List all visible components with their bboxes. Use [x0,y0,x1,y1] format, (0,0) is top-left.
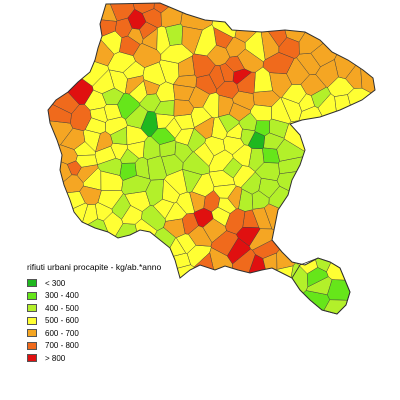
municipality-area [305,276,333,295]
municipality-area [75,154,98,168]
municipality-area [181,212,199,235]
municipality-area [48,8,117,38]
municipality-area [89,107,108,123]
municipality-area [247,131,266,149]
municipality-area [193,24,217,57]
legend-swatch [27,329,37,338]
municipality-area [306,141,375,273]
municipality-area [245,265,294,314]
municipality-area [228,254,269,314]
municipality-area [48,3,118,22]
legend-label: 400 - 500 [45,303,79,313]
municipality-area [202,92,220,119]
municipality-area [298,3,369,55]
municipality-area [298,93,315,112]
municipality-area [211,206,231,227]
municipality-area [48,38,110,87]
legend-item: < 300 [27,277,161,290]
legend-item: 400 - 500 [27,302,161,315]
legend-classes: < 300 300 - 400 400 - 500 500 - 600 600 - 70… [27,277,161,365]
legend-label: 300 - 400 [45,291,79,301]
municipality-area [48,22,80,115]
legend-label: > 800 [45,353,66,363]
municipality-area [268,185,375,258]
municipality-area [334,94,375,202]
municipality-area [189,191,206,213]
municipality-area [95,131,113,153]
municipality-area [273,299,375,314]
municipality-area [298,105,341,151]
municipality-area [254,162,280,181]
municipality-area [101,87,125,105]
municipality-area [222,157,243,179]
municipality-area [315,59,339,88]
municipality-area [48,78,72,124]
legend-swatch [27,316,37,325]
legend-item: 500 - 600 [27,315,161,328]
municipality-area [160,3,185,28]
municipality-area [174,141,193,164]
legend-label: 600 - 700 [45,328,79,338]
municipality-area [142,61,167,86]
legend-item: 700 - 800 [27,340,161,353]
municipality-area [347,87,375,249]
municipality-area [121,205,143,225]
municipality-area [232,144,253,167]
municipality-area [108,3,135,22]
municipality-area [162,178,181,204]
municipality-area [218,113,240,133]
legend-title: rifiuti urbani procapite - kg/ab.*anno [27,262,162,272]
municipality-area [114,17,133,38]
municipality-area [209,64,225,90]
legend-item: 600 - 700 [27,327,161,340]
map-legend: rifiuti urbani procapite - kg/ab.*anno <… [27,262,161,365]
municipality-area [225,36,246,58]
legend-label: 500 - 600 [45,316,79,326]
municipality-area [126,141,145,159]
legend-swatch [27,291,37,300]
municipality-area [209,247,233,314]
municipality-area [48,191,86,243]
municipality-area [82,167,102,191]
municipality-area [236,226,261,247]
municipality-area [213,184,237,199]
municipality-area [222,136,245,155]
municipality-area [48,15,115,67]
municipality-area [150,127,176,145]
municipality-area [278,37,300,59]
municipality-area [127,28,144,45]
municipality-area [60,128,86,150]
legend-label: < 300 [45,278,66,288]
municipality-area [217,197,237,214]
legend-swatch [27,341,37,350]
municipality-area [218,290,331,314]
legend-label: 700 - 800 [45,341,79,351]
municipality-area [250,104,272,122]
municipality-area [225,55,245,73]
municipality-area [156,25,171,55]
municipality-area [163,169,188,195]
municipality-area [79,185,102,205]
legend-swatch [27,304,37,313]
municipality-area [276,164,375,247]
municipality-area [327,279,375,302]
legend-swatch [27,279,37,288]
legend-item: 300 - 400 [27,290,161,303]
municipality-area [326,115,375,283]
legend-item: > 800 [27,352,161,365]
legend-swatch [27,354,37,363]
municipality-area [172,84,195,101]
coastal-area-outline [291,257,351,315]
municipality-area [48,30,94,105]
